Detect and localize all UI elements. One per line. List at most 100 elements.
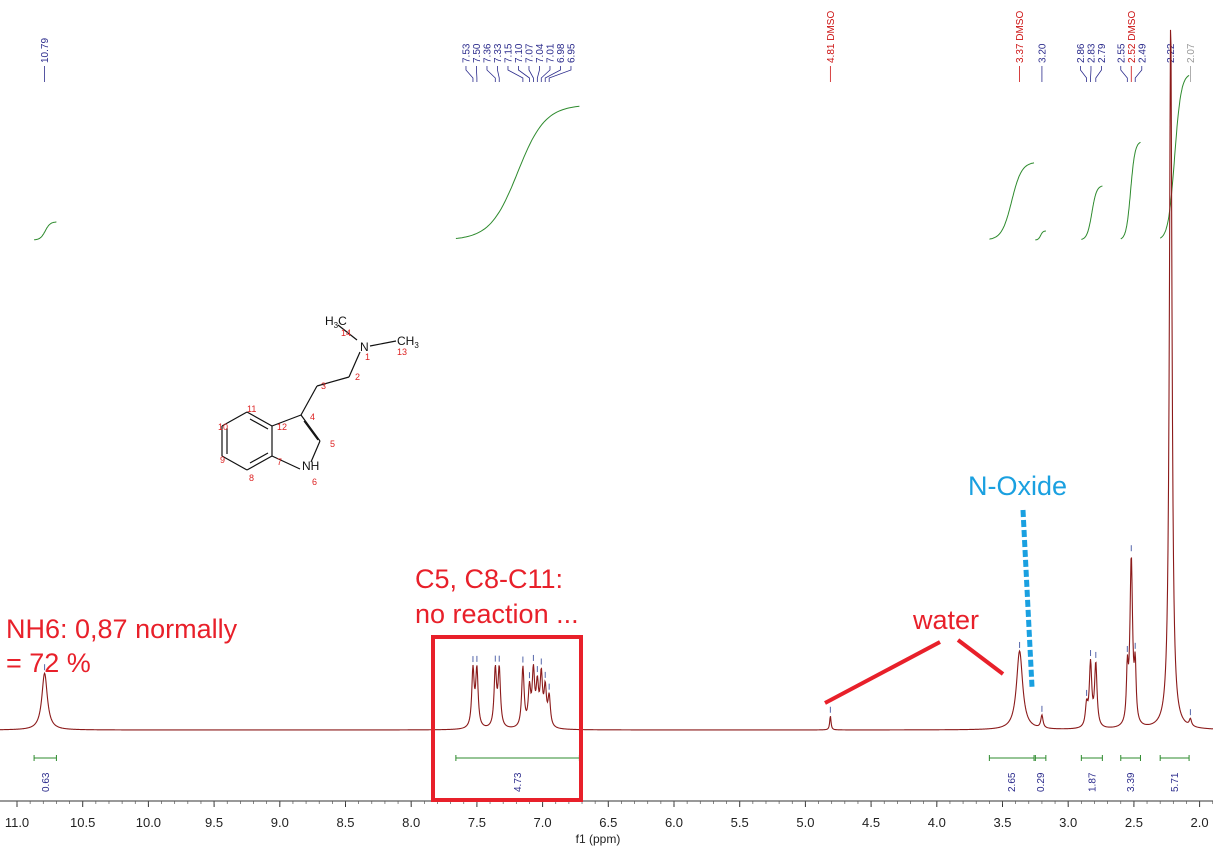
svg-text:12: 12 — [277, 422, 287, 432]
annotation-nh6-line1: NH6: 0,87 normally — [6, 614, 238, 644]
peak-label: 3.37 DMSO — [1015, 11, 1026, 63]
peak-label: 7.04 — [535, 43, 546, 63]
x-tick-label: 2.5 — [1125, 815, 1143, 830]
x-tick-label: 5.5 — [731, 815, 749, 830]
peak-label: 7.10 — [514, 43, 525, 63]
peak-label-connector — [528, 66, 534, 82]
svg-text:14: 14 — [341, 328, 351, 338]
peak-label: 2.49 — [1137, 43, 1148, 63]
peak-label: 6.98 — [556, 43, 567, 63]
water-pointer-left — [824, 640, 941, 705]
x-tick-label: 9.0 — [271, 815, 289, 830]
n-oxide-pointer — [1020, 509, 1035, 688]
annotations: NH6: 0,87 normally = 72 % C5, C8-C11: no… — [6, 471, 1067, 802]
peak-label-connector — [465, 66, 474, 82]
x-tick-label: 9.5 — [205, 815, 223, 830]
annotation-c5-box — [431, 635, 583, 802]
x-axis-ticks: 11.0 10.5 10.0 9.5 9.0 8.5 8.0 7.5 7.0 6.5 6.0 5.5 5… — [5, 801, 1213, 830]
water-pointer-right — [956, 638, 1005, 676]
svg-text:9: 9 — [220, 455, 225, 465]
x-tick-label: 5.0 — [796, 815, 814, 830]
integral-curve — [1120, 141, 1141, 240]
peak-label: 6.95 — [566, 43, 577, 63]
peak-label: 2.55 — [1116, 43, 1127, 63]
x-tick-label: 7.0 — [534, 815, 552, 830]
peak-label-connector — [1095, 66, 1102, 82]
x-tick-label: 2.0 — [1191, 815, 1209, 830]
integral-curve — [455, 105, 580, 239]
peak-label-connector — [1134, 66, 1143, 82]
x-tick-label: 10.0 — [136, 815, 161, 830]
svg-text:3: 3 — [321, 381, 326, 391]
svg-text:6: 6 — [312, 477, 317, 487]
x-tick-label: 6.0 — [665, 815, 683, 830]
integral-value: 0.29 — [1036, 772, 1047, 792]
peak-label: 2.07 — [1186, 43, 1197, 63]
x-tick-label: 11.0 — [5, 815, 29, 830]
x-tick-label: 4.5 — [862, 815, 880, 830]
svg-text:10: 10 — [218, 422, 228, 432]
annotation-n-oxide: N-Oxide — [968, 471, 1067, 501]
x-tick-label: 4.0 — [928, 815, 946, 830]
svg-text:7: 7 — [277, 457, 282, 467]
peak-label: 2.86 — [1076, 43, 1087, 63]
structure-labels: H3C N CH3 NH 14 1 13 2 3 4 11 12 10 5 9 … — [218, 314, 419, 487]
peak-label: 2.83 — [1086, 43, 1097, 63]
svg-text:NH: NH — [302, 459, 319, 473]
svg-text:5: 5 — [330, 439, 335, 449]
peak-label-connector — [1120, 66, 1128, 82]
integral-value: 3.39 — [1126, 772, 1137, 792]
svg-text:H3C: H3C — [325, 314, 347, 330]
peak-label: 4.81 DMSO — [826, 11, 837, 63]
spectrum-trace — [0, 29, 1213, 731]
peak-label: 2.52 DMSO — [1127, 11, 1138, 63]
annotation-c5-line1: C5, C8-C11: — [415, 564, 563, 594]
peak-label-layer: 10.79 7.53 7.50 7.36 7.33 7.15 7.10 7.07 7.04 7.0… — [40, 11, 1197, 82]
x-tick-label: 6.5 — [599, 815, 617, 830]
peak-label-connector — [497, 66, 500, 82]
peak-label: 7.53 — [461, 43, 472, 63]
annotation-water: water — [912, 605, 979, 635]
integral-curve — [1081, 185, 1103, 240]
x-tick-label: 3.5 — [993, 815, 1011, 830]
peak-label: 7.36 — [482, 43, 493, 63]
integral-curve — [34, 221, 57, 241]
peak-label-connector — [544, 66, 561, 82]
peak-label: 7.50 — [472, 43, 483, 63]
integral-curve — [1159, 74, 1190, 239]
integral-curve-layer — [34, 74, 1190, 241]
x-tick-label: 10.5 — [70, 815, 95, 830]
svg-text:4: 4 — [310, 412, 315, 422]
peak-label: 7.01 — [545, 43, 556, 63]
peak-label: 7.15 — [503, 43, 514, 63]
svg-text:13: 13 — [397, 347, 407, 357]
svg-text:CH3: CH3 — [397, 334, 419, 350]
peak-label-connector — [518, 66, 530, 82]
x-tick-label: 8.0 — [402, 815, 420, 830]
peak-label: 3.20 — [1037, 43, 1048, 63]
peak-label-connector — [540, 66, 551, 82]
svg-text:2: 2 — [355, 372, 360, 382]
peak-label: 2.79 — [1097, 43, 1108, 63]
integral-curve — [989, 162, 1035, 240]
x-tick-label: 7.5 — [468, 815, 486, 830]
peak-label: 7.07 — [524, 43, 535, 63]
peak-label-connector — [1080, 66, 1087, 82]
tryptamine-structure — [221, 324, 397, 471]
integral-curve — [1035, 230, 1046, 241]
peak-label-connector — [548, 66, 572, 82]
peak-label: 7.33 — [493, 43, 504, 63]
peak-label: 10.79 — [40, 38, 51, 63]
svg-text:1: 1 — [365, 352, 370, 362]
peak-label-connector — [486, 66, 496, 82]
integral-value: 4.73 — [513, 772, 524, 792]
peak-label-connector — [536, 66, 540, 82]
svg-text:11: 11 — [247, 404, 256, 414]
peak-label-connector — [507, 66, 524, 82]
annotation-c5-line2: no reaction ... — [415, 599, 579, 629]
integral-bar-layer: 0.63 4.73 2.65 0.29 1.87 3.39 5.71 — [33, 755, 1190, 792]
svg-text:N: N — [360, 340, 369, 354]
peak-label: 2.22 — [1166, 43, 1177, 63]
integral-value: 2.65 — [1007, 772, 1018, 792]
